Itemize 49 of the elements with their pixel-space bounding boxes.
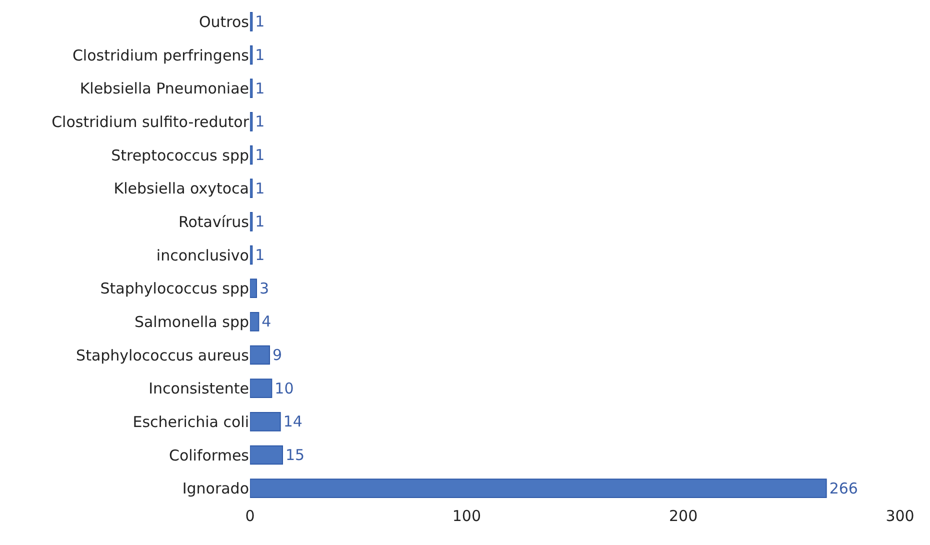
bar — [250, 78, 253, 98]
data-label: 266 — [829, 479, 858, 498]
x-tick-label: 200 — [669, 507, 698, 525]
y-tick-label: Klebsiella oxytoca — [114, 180, 249, 198]
bar — [250, 312, 260, 332]
bar — [250, 45, 253, 65]
data-label: 1 — [255, 112, 265, 131]
bar — [250, 212, 253, 232]
y-tick-label: Ignorado — [182, 480, 249, 498]
y-tick-label: Klebsiella Pneumoniae — [80, 80, 249, 98]
data-label: 1 — [255, 79, 265, 98]
bar — [250, 445, 283, 465]
y-tick-label: Rotavírus — [178, 212, 250, 231]
y-tick-label: Escherichia coli — [132, 412, 249, 431]
x-tick-label: 100 — [452, 507, 481, 525]
bar — [250, 412, 281, 432]
data-label: 14 — [283, 412, 302, 431]
data-label: 9 — [272, 346, 282, 364]
bar — [250, 278, 257, 298]
bar — [250, 12, 253, 32]
bar — [250, 478, 827, 498]
data-label: 3 — [260, 279, 270, 298]
x-tick-label: 300 — [886, 507, 914, 525]
bar — [250, 345, 270, 365]
data-label: 1 — [255, 212, 265, 231]
data-label: 15 — [286, 446, 305, 464]
data-label: 1 — [255, 146, 265, 164]
bar — [250, 145, 253, 165]
bar — [250, 178, 253, 198]
y-tick-label: Coliformes — [168, 446, 250, 464]
y-tick-label: Clostridium sulfito-redutor — [52, 112, 250, 131]
y-tick-label: Streptococcus spp — [111, 146, 249, 164]
bar — [250, 378, 272, 398]
data-label: 1 — [255, 179, 265, 198]
y-tick-label: Salmonella spp — [134, 312, 249, 331]
bar — [250, 112, 253, 132]
y-tick-label: Clostridium perfringens — [72, 46, 250, 64]
data-label: 1 — [255, 46, 265, 64]
bar — [250, 245, 253, 265]
y-tick-label: Staphylococcus aureus — [76, 346, 250, 364]
y-tick-label: Inconsistente — [148, 380, 249, 398]
y-tick-label: inconclusivo — [156, 246, 249, 264]
y-tick-label: Staphylococcus spp — [100, 280, 249, 298]
y-tick-label: Outros — [198, 12, 250, 31]
data-label: 1 — [255, 12, 265, 31]
data-label: 1 — [255, 246, 265, 264]
data-label: 4 — [262, 312, 272, 331]
data-label: 10 — [274, 379, 294, 398]
x-tick-label: 0 — [245, 507, 255, 525]
